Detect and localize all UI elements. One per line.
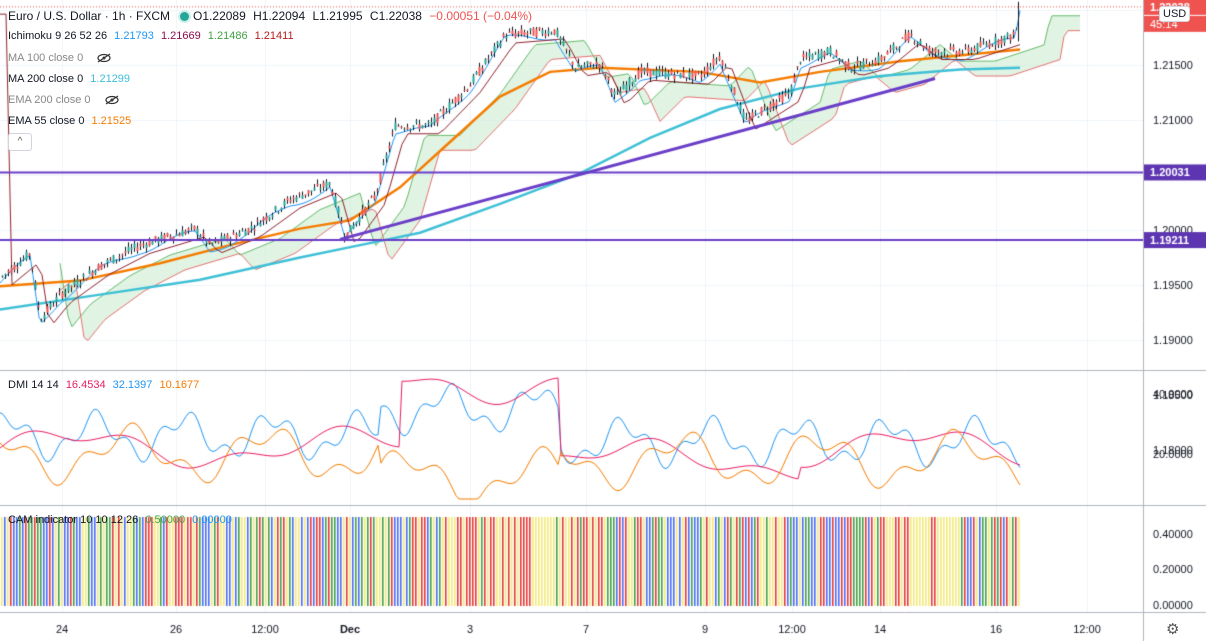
ichimoku-v2: 1.21669 [160,30,201,42]
hidden-eye-icon[interactable] [104,95,120,105]
ma100-legend[interactable]: MA 100 close 0 [8,52,112,64]
ema200-legend[interactable]: EMA 200 close 0 [8,94,120,106]
collapse-legend-button[interactable]: ^ [8,133,32,151]
ichimoku-name: Ichimoku 9 26 52 26 [8,30,108,42]
ema200-name: EMA 200 close 0 [8,94,91,106]
ema55-name: EMA 55 close 0 [8,115,85,127]
ohlc-high: H1.22094 [253,9,306,23]
ichimoku-v1: 1.21793 [114,30,154,42]
ohlc-close: C1.22038 [369,9,422,23]
ichimoku-legend[interactable]: Ichimoku 9 26 52 26 1.21793 1.21669 1.21… [8,30,298,42]
ohlc-low: L1.21995 [312,9,363,23]
dmi-v2: 32.1397 [112,379,153,391]
ichimoku-v3: 1.21486 [207,30,248,42]
cam-v2: 0.00000 [192,514,232,526]
ema55-legend[interactable]: EMA 55 close 0 1.21525 [8,115,135,127]
cam-name: CAM indicator 10 10 12 26 [8,514,139,526]
dmi-v3: 10.1677 [159,379,200,391]
ema55-value: 1.21525 [91,115,132,127]
cam-v1: 0.50000 [145,514,186,526]
dmi-legend[interactable]: DMI 14 14 16.4534 32.1397 10.1677 [8,379,203,391]
ma200-legend[interactable]: MA 200 close 0 1.21299 [8,73,134,85]
ma200-value: 1.21299 [90,73,131,85]
currency-button[interactable]: USD [1159,6,1191,22]
ma200-name: MA 200 close 0 [8,73,84,85]
symbol-title: Euro / U.S. Dollar · 1h · FXCM [8,9,171,23]
cam-legend[interactable]: CAM indicator 10 10 12 26 0.50000 0.0000… [8,514,236,526]
market-open-icon [180,12,190,21]
ichimoku-v4: 1.21411 [254,30,294,42]
ohlc-open: O1.22089 [193,9,246,23]
symbol-legend[interactable]: Euro / U.S. Dollar · 1h · FXCM O1.22089 H… [8,9,536,23]
hidden-eye-icon[interactable] [96,53,112,63]
ma100-name: MA 100 close 0 [8,52,84,64]
dmi-v1: 16.4534 [65,379,106,391]
dmi-name: DMI 14 14 [8,379,59,391]
gear-icon[interactable]: ⚙ [1166,621,1180,638]
ohlc-change: −0.00051 (−0.04%) [429,9,533,23]
